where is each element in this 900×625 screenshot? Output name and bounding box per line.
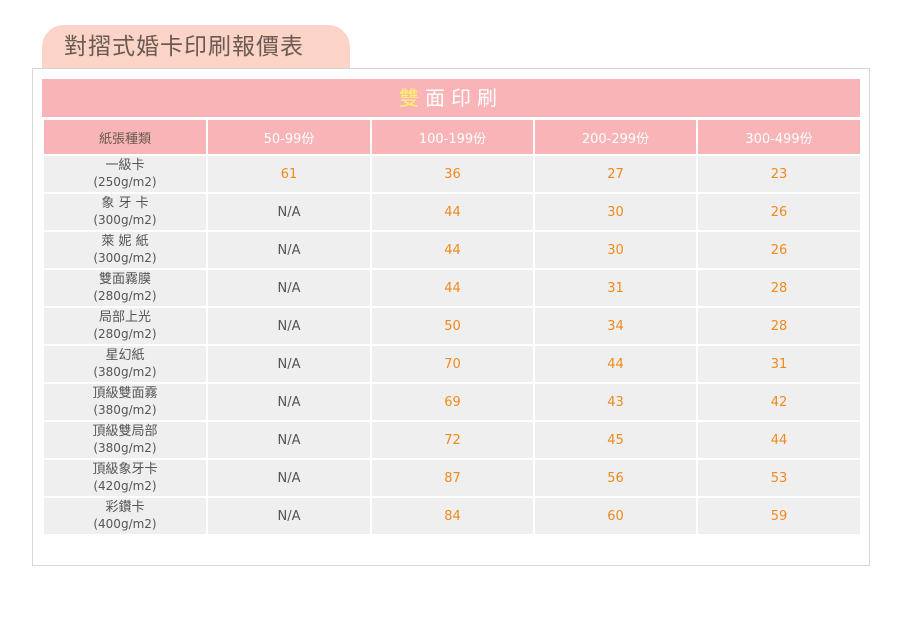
banner-text: 面印刷	[425, 86, 503, 110]
price-cell: 70	[370, 344, 535, 384]
paper-type-cell: 局部上光 (280g/m2)	[42, 306, 208, 346]
paper-type-cell: 頂級雙局部 (380g/m2)	[42, 420, 208, 460]
price-cell: 36	[370, 154, 535, 194]
price-cell: 84	[370, 496, 535, 536]
header-row: 紙張種類 50-99份 100-199份 200-299份 300-499份	[42, 118, 862, 156]
price-cell: 28	[696, 306, 862, 346]
paper-weight: (400g/m2)	[93, 517, 157, 531]
price-cell: 53	[696, 458, 862, 498]
price-cell: 50	[370, 306, 535, 346]
table-row: 雙面霧膜 (280g/m2) N/A 44 31 28	[42, 268, 862, 308]
paper-weight: (250g/m2)	[93, 175, 157, 189]
price-cell: 23	[696, 154, 862, 194]
table-row: 彩鑽卡 (400g/m2) N/A 84 60 59	[42, 496, 862, 536]
price-cell: N/A	[206, 306, 372, 346]
paper-name: 彩鑽卡	[105, 500, 145, 515]
paper-type-cell: 象 牙 卡 (300g/m2)	[42, 192, 208, 232]
paper-name: 一級卡	[105, 158, 145, 173]
price-cell: 42	[696, 382, 862, 422]
paper-type-cell: 頂級雙面霧 (380g/m2)	[42, 382, 208, 422]
table-row: 萊 妮 紙 (300g/m2) N/A 44 30 26	[42, 230, 862, 270]
price-cell: 69	[370, 382, 535, 422]
price-cell: 44	[370, 230, 535, 270]
paper-name: 象 牙 卡	[101, 196, 149, 211]
price-cell: N/A	[206, 192, 372, 232]
price-cell: 44	[696, 420, 862, 460]
paper-weight: (380g/m2)	[93, 365, 157, 379]
paper-name: 頂級雙面霧	[92, 386, 158, 401]
table-row: 頂級雙面霧 (380g/m2) N/A 69 43 42	[42, 382, 862, 422]
paper-name: 頂級雙局部	[92, 424, 158, 439]
price-cell: 60	[533, 496, 698, 536]
paper-name: 萊 妮 紙	[101, 234, 149, 249]
paper-name: 雙面霧膜	[98, 272, 151, 287]
paper-type-cell: 雙面霧膜 (280g/m2)	[42, 268, 208, 308]
column-header-paper-type: 紙張種類	[42, 118, 208, 156]
price-cell: N/A	[206, 344, 372, 384]
price-cell: N/A	[206, 268, 372, 308]
price-cell: 26	[696, 230, 862, 270]
paper-type-cell: 一級卡 (250g/m2)	[42, 154, 208, 194]
paper-weight: (280g/m2)	[93, 289, 157, 303]
paper-type-cell: 萊 妮 紙 (300g/m2)	[42, 230, 208, 270]
price-cell: 44	[370, 268, 535, 308]
paper-name: 星幻紙	[105, 348, 145, 363]
section-banner: 雙面印刷	[42, 79, 860, 117]
price-cell: 27	[533, 154, 698, 194]
page-title: 對摺式婚卡印刷報價表	[42, 25, 350, 69]
price-cell: N/A	[206, 382, 372, 422]
price-cell: N/A	[206, 496, 372, 536]
paper-weight: (380g/m2)	[93, 403, 157, 417]
price-cell: 59	[696, 496, 862, 536]
price-cell: 56	[533, 458, 698, 498]
price-cell: 61	[206, 154, 372, 194]
paper-weight: (300g/m2)	[93, 251, 157, 265]
price-cell: N/A	[206, 420, 372, 460]
price-cell: 30	[533, 192, 698, 232]
table-row: 局部上光 (280g/m2) N/A 50 34 28	[42, 306, 862, 346]
table-row: 一級卡 (250g/m2) 61 36 27 23	[42, 154, 862, 194]
column-header-200-299: 200-299份	[533, 118, 698, 156]
price-cell: 31	[533, 268, 698, 308]
paper-type-cell: 星幻紙 (380g/m2)	[42, 344, 208, 384]
price-cell: 45	[533, 420, 698, 460]
price-cell: 34	[533, 306, 698, 346]
paper-weight: (280g/m2)	[93, 327, 157, 341]
price-cell: 87	[370, 458, 535, 498]
price-cell: 43	[533, 382, 698, 422]
column-header-100-199: 100-199份	[370, 118, 535, 156]
paper-name: 局部上光	[98, 310, 151, 325]
column-header-300-499: 300-499份	[696, 118, 862, 156]
price-cell: 72	[370, 420, 535, 460]
paper-weight: (380g/m2)	[93, 441, 157, 455]
table-row: 象 牙 卡 (300g/m2) N/A 44 30 26	[42, 192, 862, 232]
paper-weight: (420g/m2)	[93, 479, 157, 493]
price-cell: 31	[696, 344, 862, 384]
table-row: 星幻紙 (380g/m2) N/A 70 44 31	[42, 344, 862, 384]
price-cell: 30	[533, 230, 698, 270]
column-header-50-99: 50-99份	[206, 118, 372, 156]
paper-weight: (300g/m2)	[93, 213, 157, 227]
paper-name: 頂級象牙卡	[92, 462, 158, 477]
table-row: 頂級雙局部 (380g/m2) N/A 72 45 44	[42, 420, 862, 460]
table-row: 頂級象牙卡 (420g/m2) N/A 87 56 53	[42, 458, 862, 498]
price-cell: N/A	[206, 230, 372, 270]
price-table: 紙張種類 50-99份 100-199份 200-299份 300-499份 一…	[42, 118, 862, 536]
price-cell: 28	[696, 268, 862, 308]
price-cell: 44	[533, 344, 698, 384]
paper-type-cell: 頂級象牙卡 (420g/m2)	[42, 458, 208, 498]
banner-accent-char: 雙	[399, 86, 425, 110]
paper-type-cell: 彩鑽卡 (400g/m2)	[42, 496, 208, 536]
price-cell: 44	[370, 192, 535, 232]
price-cell: N/A	[206, 458, 372, 498]
price-cell: 26	[696, 192, 862, 232]
